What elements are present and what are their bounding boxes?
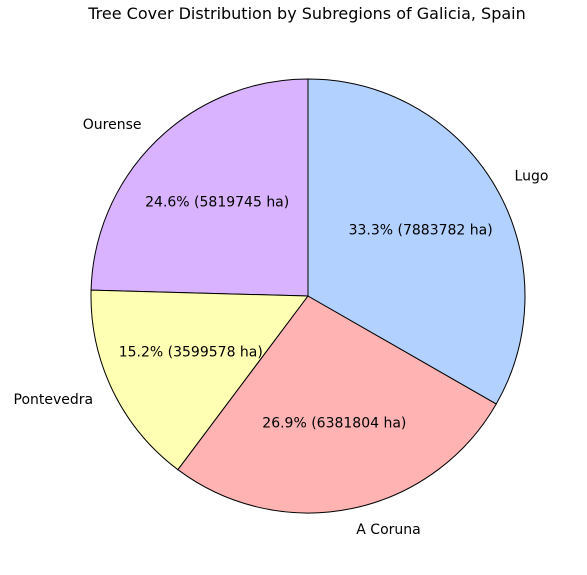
chart-title: Tree Cover Distribution by Subregions of… xyxy=(87,4,526,23)
slice-label-ourense: Ourense xyxy=(83,117,142,133)
slice-percent-ourense: 24.6% (5819745 ha) xyxy=(145,195,289,211)
slice-label-pontevedra: Pontevedra xyxy=(14,392,94,408)
slice-label-lugo: Lugo xyxy=(515,168,549,184)
pie-slices xyxy=(90,78,526,514)
pie-slice-a-coruna xyxy=(177,295,497,514)
pie-slice-pontevedra xyxy=(90,289,309,471)
pie-slice-ourense xyxy=(90,78,309,297)
pie-labels: Ourense 24.6% (5819745 ha) Pontevedra 15.2%… xyxy=(14,117,549,538)
slice-percent-pontevedra: 15.2% (3599578 ha) xyxy=(119,345,263,361)
pie-slice-lugo xyxy=(307,78,526,405)
slice-label-a-coruna: A Coruna xyxy=(356,522,420,538)
slice-percent-a-coruna: 26.9% (6381804 ha) xyxy=(262,416,406,432)
slice-percent-lugo: 33.3% (7883782 ha) xyxy=(349,223,493,239)
